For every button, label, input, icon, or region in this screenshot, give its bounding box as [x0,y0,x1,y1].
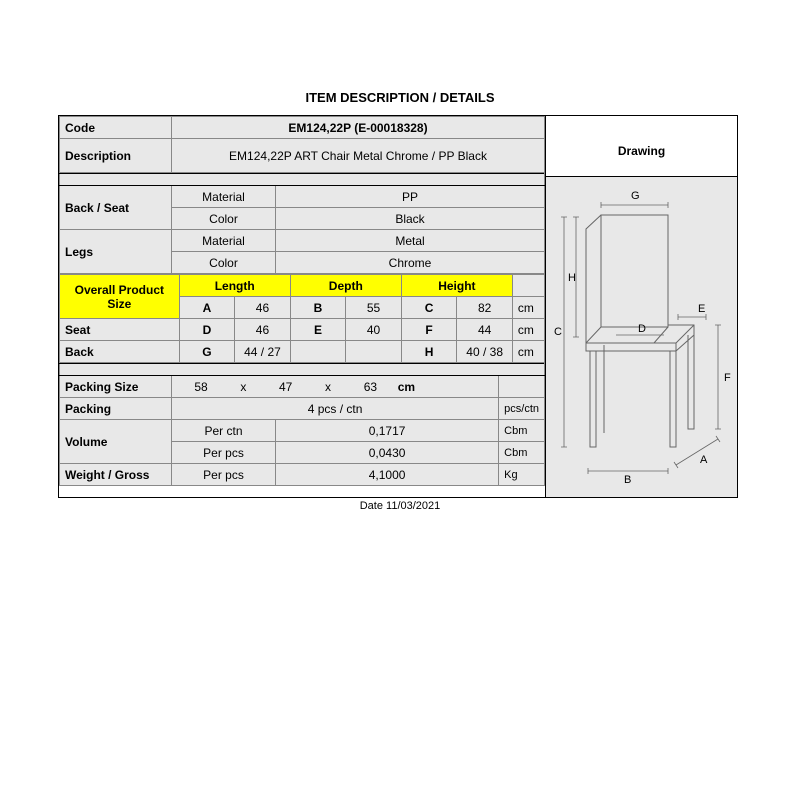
pack-x1: x [228,380,258,394]
cm-2: cm [512,319,544,341]
dl-h: H [568,272,576,284]
dim-a: A [179,297,235,319]
blank [512,275,544,297]
vol-pcs: 0,0430 [276,442,499,464]
page-title: ITEM DESCRIPTION / DETAILS [58,90,742,105]
overall-label: Overall Product Size [60,275,180,319]
dl-g: G [631,190,640,202]
color-label-2: Color [172,252,276,274]
blank4 [499,376,545,398]
dl-d: D [638,323,646,335]
dl-c: C [554,326,562,338]
packing-table: Packing Size 58 x 47 x 63 cm Packing 4 p… [59,363,545,486]
dl-a: A [700,454,708,466]
vol-ctn: 0,1717 [276,420,499,442]
chair-diagram: G C H D E F A B [546,177,738,497]
weight-per: Per pcs [172,464,276,486]
pcsctn: pcs/ctn [499,398,545,420]
dim-b: B [290,297,346,319]
per-ctn: Per ctn [172,420,276,442]
dimensions-table: Overall Product Size Length Depth Height… [59,274,545,363]
depth-label: Depth [290,275,401,297]
right-panel: Drawing [545,116,737,497]
dim-f: F [401,319,457,341]
seat-row-label: Seat [60,319,180,341]
blank3 [346,341,402,363]
dim-d-val: 46 [235,319,291,341]
pack-d2: 47 [262,380,310,394]
weight-val: 4,1000 [276,464,499,486]
dim-c-val: 82 [457,297,513,319]
packing-value: 4 pcs / ctn [172,398,499,420]
height-label: Height [401,275,512,297]
legs-color: Chrome [276,252,545,274]
spacer2 [60,364,545,376]
dim-f-val: 44 [457,319,513,341]
material-label-2: Material [172,230,276,252]
cm-1: cm [512,297,544,319]
volume-label: Volume [60,420,172,464]
cm-3: cm [512,341,544,363]
cbm-1: Cbm [499,420,545,442]
dim-e-val: 40 [346,319,402,341]
header-table: Code EM124,22P (E-00018328) Description … [59,116,545,173]
dim-a-val: 46 [235,297,291,319]
legs-label: Legs [60,230,172,274]
dim-h-val: 40 / 38 [457,341,513,363]
legs-material: Metal [276,230,545,252]
back-row-label: Back [60,341,180,363]
dim-g-val: 44 / 27 [235,341,291,363]
left-panel: Code EM124,22P (E-00018328) Description … [59,116,545,497]
weight-label: Weight / Gross [60,464,172,486]
packsize-label: Packing Size [60,376,172,398]
packing-label: Packing [60,398,172,420]
color-label-1: Color [172,208,276,230]
backseat-label: Back / Seat [60,186,172,230]
pack-cm: cm [398,380,428,394]
dim-e: E [290,319,346,341]
pack-d1: 58 [177,380,225,394]
bs-material: PP [276,186,545,208]
material-label-1: Material [172,186,276,208]
desc-label: Description [60,139,172,173]
bs-color: Black [276,208,545,230]
dl-f: F [724,372,731,384]
pack-d3: 63 [346,380,394,394]
kg: Kg [499,464,545,486]
code-label: Code [60,117,172,139]
drawing-area: G C H D E F A B [546,177,737,497]
per-pcs: Per pcs [172,442,276,464]
dim-c: C [401,297,457,319]
dl-b: B [624,474,631,486]
cbm-2: Cbm [499,442,545,464]
dim-b-val: 55 [346,297,402,319]
drawing-label: Drawing [546,116,737,177]
dim-d: D [179,319,235,341]
date-footer: Date 11/03/2021 [58,498,742,514]
desc-value: EM124,22P ART Chair Metal Chrome / PP Bl… [172,139,545,173]
dl-e: E [698,303,705,315]
dim-h: H [401,341,457,363]
dim-g: G [179,341,235,363]
length-label: Length [179,275,290,297]
blank2 [290,341,346,363]
code-value: EM124,22P (E-00018328) [172,117,545,139]
spacer [60,174,545,186]
materials-table: Back / Seat Material PP Color Black Legs… [59,173,545,274]
packsize-value: 58 x 47 x 63 cm [172,376,499,398]
spec-sheet: Code EM124,22P (E-00018328) Description … [58,115,738,498]
pack-x2: x [313,380,343,394]
